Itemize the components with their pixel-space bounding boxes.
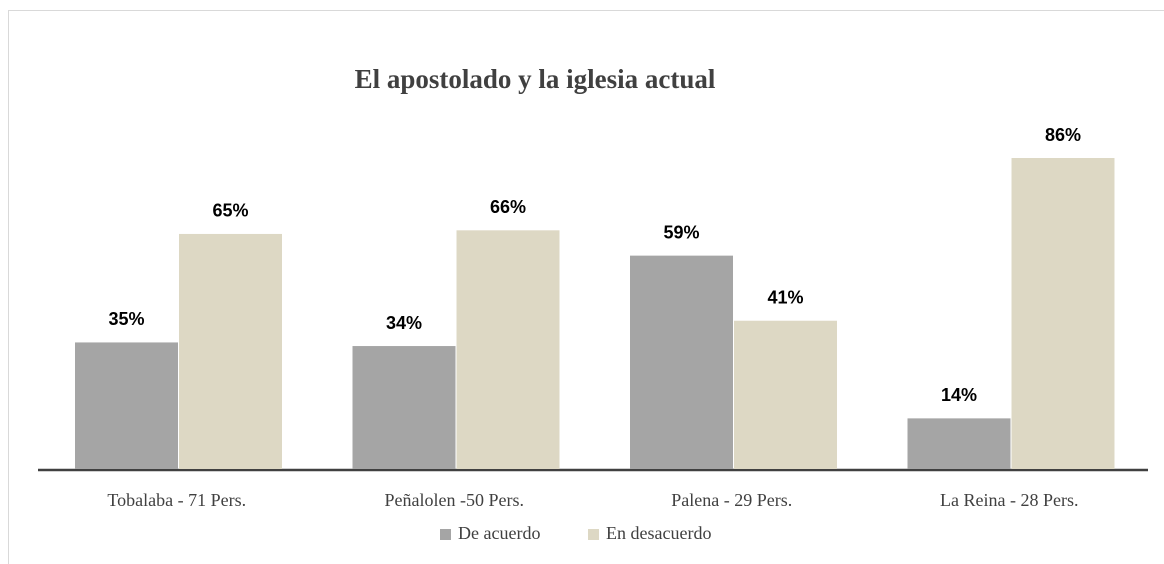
bar (1011, 158, 1115, 469)
bar (734, 320, 837, 469)
chart-frame (8, 10, 1164, 564)
x-tick-label: La Reina - 28 Pers. (940, 490, 1078, 510)
data-label: 65% (212, 201, 248, 221)
data-label: 59% (663, 222, 699, 242)
bar (75, 342, 178, 469)
bar (456, 230, 560, 469)
x-tick-label: Peñalolen -50 Pers. (385, 490, 524, 510)
legend-swatch (588, 529, 599, 540)
bar (179, 233, 282, 469)
bar (630, 255, 733, 469)
chart-title: El apostolado y la iglesia actual (355, 64, 716, 94)
data-label: 14% (941, 385, 977, 405)
legend-label: En desacuerdo (606, 523, 711, 543)
legend-label: De acuerdo (458, 523, 540, 543)
legend-swatch (440, 529, 451, 540)
bar (907, 418, 1011, 469)
data-label: 35% (108, 309, 144, 329)
bar (352, 346, 456, 469)
data-label: 34% (386, 313, 422, 333)
data-label: 66% (490, 197, 526, 217)
data-label: 41% (767, 287, 803, 307)
x-tick-label: Palena - 29 Pers. (671, 490, 792, 510)
data-label: 86% (1045, 125, 1081, 145)
x-tick-label: Tobalaba - 71 Pers. (107, 490, 246, 510)
